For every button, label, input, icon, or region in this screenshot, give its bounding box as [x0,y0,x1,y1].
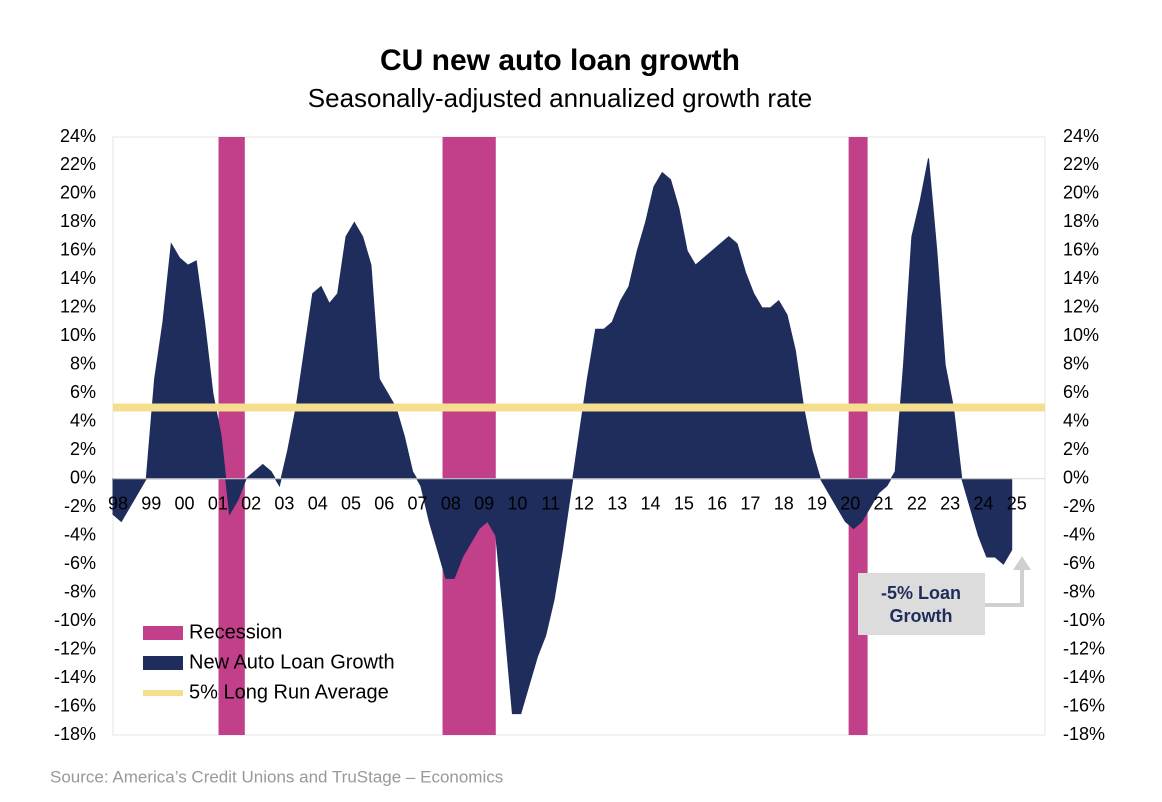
y2-tick-label: 12% [1063,297,1099,317]
x-tick-label: 03 [274,493,294,513]
y-tick-label: 12% [60,297,96,317]
y-tick-label: -14% [54,667,96,687]
recession-band [848,137,868,735]
x-tick-label: 24 [973,493,993,513]
x-tick-label: 02 [241,493,261,513]
legend-label: New Auto Loan Growth [189,651,395,673]
y-tick-label: 6% [70,382,96,402]
x-tick-label: 22 [907,493,927,513]
recession-band [442,137,496,735]
y-tick-label: -6% [64,553,96,573]
x-tick-label: 25 [1007,493,1027,513]
x-tick-label: 17 [740,493,760,513]
chart-subtitle: Seasonally-adjusted annualized growth ra… [308,83,812,113]
y2-tick-label: -2% [1063,496,1095,516]
annotation-box [858,573,985,635]
y-tick-label: -10% [54,610,96,630]
recession-band [218,137,245,735]
plot [112,137,1045,735]
y2-tick-label: 16% [1063,240,1099,260]
x-tick-label: 01 [208,493,228,513]
x-tick-label: 16 [707,493,727,513]
x-tick-label: 18 [774,493,794,513]
y2-tick-label: 14% [1063,268,1099,288]
y-tick-label: 10% [60,325,96,345]
x-tick-label: 11 [541,493,560,513]
annotation-text: -5% Loan [881,583,961,603]
y-tick-label: 8% [70,354,96,374]
y2-tick-label: 24% [1063,126,1099,146]
y-tick-label: 4% [70,411,96,431]
y-tick-label: -12% [54,638,96,658]
y2-tick-label: -10% [1063,610,1105,630]
chart-title: CU new auto loan growth [380,44,740,77]
plot-frame [112,136,1046,736]
y2-tick-label: 10% [1063,325,1099,345]
y2-tick-label: 6% [1063,382,1089,402]
x-tick-label: 12 [574,493,594,513]
y2-tick-label: -14% [1063,667,1105,687]
y-tick-label: 18% [60,211,96,231]
area [112,158,1013,715]
y2-tick-label: -16% [1063,695,1105,715]
y-tick-label: 22% [60,154,96,174]
x-tick-label: 98 [108,493,128,513]
y-tick-label: 20% [60,183,96,203]
y-tick-label: 16% [60,240,96,260]
y-tick-label: 14% [60,268,96,288]
legend-label: Recession [189,621,282,643]
x-tick-label: 06 [374,493,394,513]
x-tick-label: 00 [175,493,195,513]
x-tick-label: 20 [840,493,860,513]
annotation-arrowhead [1013,556,1031,570]
annotation-arrow [985,568,1024,607]
x-tick-label: 23 [940,493,960,513]
x-tick-label: 13 [607,493,627,513]
y-tick-label: 24% [60,126,96,146]
x-tick-label: 08 [441,493,461,513]
x-tick-label: 14 [641,493,661,513]
x-tick-label: 07 [408,493,428,513]
y2-tick-label: 18% [1063,211,1099,231]
y2-tick-label: 2% [1063,439,1089,459]
x-tick-label: 04 [308,493,328,513]
x-tick-label: 99 [141,493,161,513]
y-tick-label: -2% [64,496,96,516]
y2-tick-label: 0% [1063,467,1089,487]
y2-tick-label: 20% [1063,183,1099,203]
y2-tick-label: 8% [1063,354,1089,374]
y-tick-label: 0% [70,467,96,487]
x-tick-label: 05 [341,493,361,513]
y2-tick-label: -6% [1063,553,1095,573]
x-tick-label: 15 [674,493,694,513]
y-tick-label: -8% [64,581,96,601]
x-tick-label: 09 [474,493,494,513]
x-tick-label: 10 [507,493,527,513]
source-note: Source: America’s Credit Unions and TruS… [50,767,503,786]
x-tick-label: 21 [874,493,894,513]
x-tick-label: 19 [807,493,827,513]
annotation-text: Growth [890,606,953,626]
y2-tick-label: 4% [1063,411,1089,431]
y2-tick-label: -18% [1063,724,1105,744]
legend-swatch [143,656,183,670]
y-tick-label: -18% [54,724,96,744]
legend-label: 5% Long Run Average [189,681,389,703]
y-tick-label: -16% [54,695,96,715]
y2-tick-label: -4% [1063,524,1095,544]
y2-tick-label: -8% [1063,581,1095,601]
y-tick-label: -4% [64,524,96,544]
legend-swatch [143,626,183,640]
y2-tick-label: -12% [1063,638,1105,658]
y-tick-label: 2% [70,439,96,459]
y2-tick-label: 22% [1063,154,1099,174]
